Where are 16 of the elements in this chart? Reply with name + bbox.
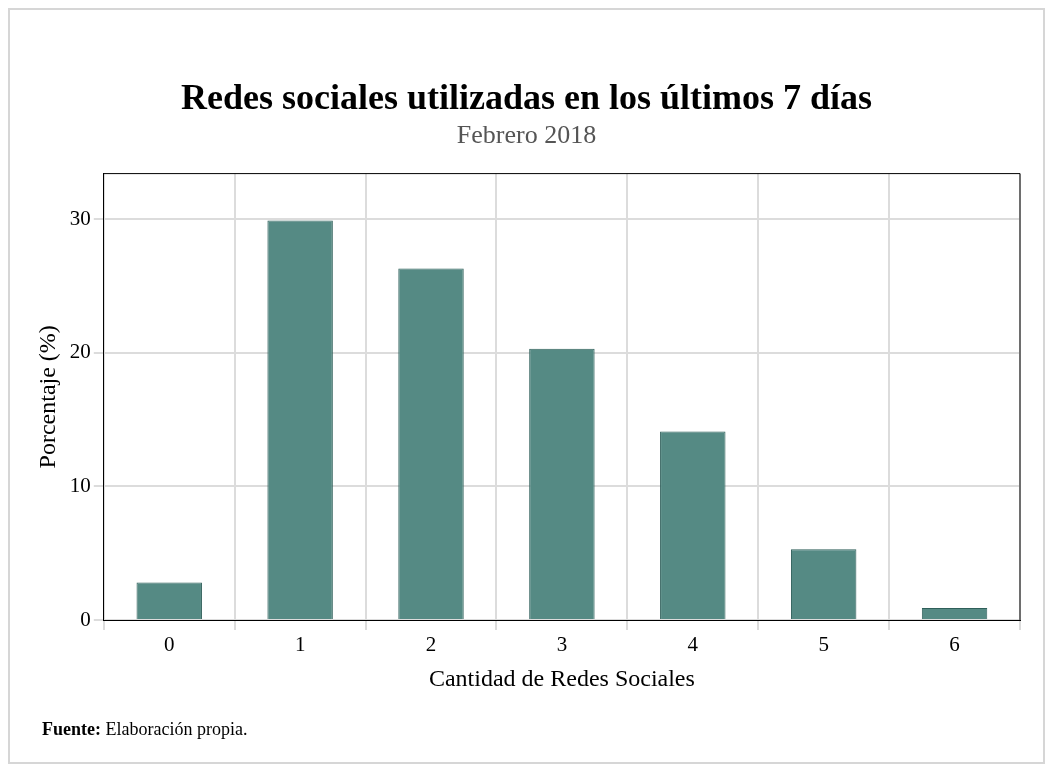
y-tick-label: 20 — [69, 339, 91, 364]
x-tick-label: 4 — [687, 632, 699, 657]
x-axis-title: Cantidad de Redes Sociales — [428, 664, 695, 691]
source-note: Fuente: Elaboración propia. — [42, 719, 248, 739]
x-tick-label: 6 — [949, 632, 960, 657]
y-tick-label: 10 — [69, 472, 91, 497]
x-tick-label: 1 — [294, 632, 306, 657]
x-tick-label: 5 — [818, 632, 829, 657]
chart-title: Redes sociales utilizadas en los últimos 7 días — [179, 76, 874, 118]
y-tick-label: 30 — [69, 205, 91, 230]
x-tick-label: 3 — [556, 632, 568, 657]
x-tick-label: 0 — [163, 632, 175, 657]
x-tick-label: 2 — [425, 632, 437, 657]
y-axis-title: Porcentaje (%) — [33, 325, 60, 469]
chart-subtitle: Febrero 2018 — [455, 120, 598, 150]
y-tick-label: 0 — [80, 606, 91, 631]
